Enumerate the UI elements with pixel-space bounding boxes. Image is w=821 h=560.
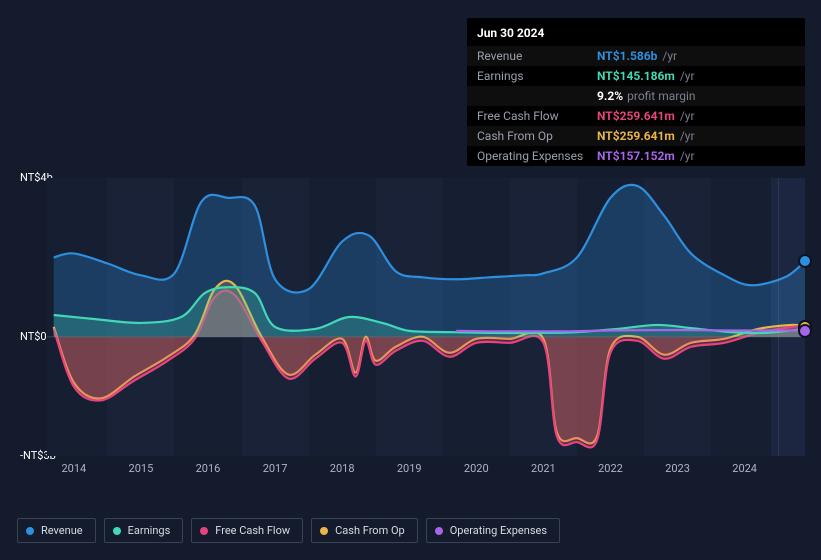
legend-dot-icon (320, 527, 328, 535)
x-axis-label: 2024 (732, 462, 757, 475)
legend-dot-icon (435, 527, 443, 535)
x-axis-label: 2022 (598, 462, 623, 475)
revenue-endpoint (798, 254, 812, 268)
tooltip-row: EarningsNT$145.186m/yr (467, 66, 805, 86)
tooltip-row: Free Cash FlowNT$259.641m/yr (467, 106, 805, 126)
x-axis-label: 2015 (129, 462, 154, 475)
tooltip-label: Revenue (477, 49, 597, 63)
tooltip-value: NT$1.586b (597, 49, 657, 63)
chart: NT$4bNT$0-NT$3b 201420152016201720182019… (17, 160, 805, 500)
legend-label: Operating Expenses (450, 524, 547, 537)
legend-item-revenue[interactable]: Revenue (17, 518, 96, 543)
tooltip-unit: /yr (680, 129, 695, 143)
hover-marker (778, 178, 779, 456)
legend-item-opex[interactable]: Operating Expenses (426, 518, 560, 543)
x-axis-label: 2023 (665, 462, 690, 475)
y-axis-label: NT$0 (20, 330, 47, 343)
tooltip-value: NT$145.186m (597, 69, 675, 83)
legend-dot-icon (200, 527, 208, 535)
root: Jun 30 2024 RevenueNT$1.586b/yrEarningsN… (0, 0, 821, 560)
tooltip-label: Free Cash Flow (477, 109, 597, 123)
profit-margin: 9.2%profit margin (597, 89, 696, 103)
tooltip-date: Jun 30 2024 (467, 18, 805, 46)
chart-svg (47, 178, 805, 456)
legend-item-earnings[interactable]: Earnings (104, 518, 184, 543)
legend-dot-icon (113, 527, 121, 535)
revenue-area (54, 185, 805, 337)
tooltip-row: Cash From OpNT$259.641m/yr (467, 126, 805, 146)
tooltip-unit: /yr (680, 69, 695, 83)
opex-line (456, 330, 805, 331)
tooltip-panel: Jun 30 2024 RevenueNT$1.586b/yrEarningsN… (467, 18, 805, 166)
legend-label: Free Cash Flow (215, 524, 290, 537)
plot-area[interactable] (47, 178, 805, 456)
x-axis-label: 2021 (531, 462, 556, 475)
legend-item-cfo[interactable]: Cash From Op (311, 518, 418, 543)
tooltip-value: NT$259.641m (597, 109, 675, 123)
legend-label: Revenue (41, 524, 83, 537)
x-axis-label: 2017 (263, 462, 288, 475)
tooltip-value: NT$259.641m (597, 129, 675, 143)
x-axis-label: 2020 (464, 462, 489, 475)
legend-item-fcf[interactable]: Free Cash Flow (191, 518, 303, 543)
opex-endpoint (798, 324, 812, 338)
legend: Revenue Earnings Free Cash Flow Cash From O… (17, 518, 560, 543)
legend-label: Cash From Op (335, 524, 405, 537)
x-axis-label: 2019 (397, 462, 422, 475)
tooltip-unit: /yr (680, 109, 695, 123)
legend-dot-icon (26, 527, 34, 535)
tooltip-label: Cash From Op (477, 129, 597, 143)
tooltip-unit: /yr (662, 49, 677, 63)
legend-label: Earnings (128, 524, 171, 537)
tooltip-row: 9.2%profit margin (467, 86, 805, 106)
tooltip-row: RevenueNT$1.586b/yr (467, 46, 805, 66)
x-axis-label: 2018 (330, 462, 355, 475)
x-axis-label: 2016 (196, 462, 221, 475)
tooltip-label: Earnings (477, 69, 597, 83)
x-axis-label: 2014 (61, 462, 86, 475)
